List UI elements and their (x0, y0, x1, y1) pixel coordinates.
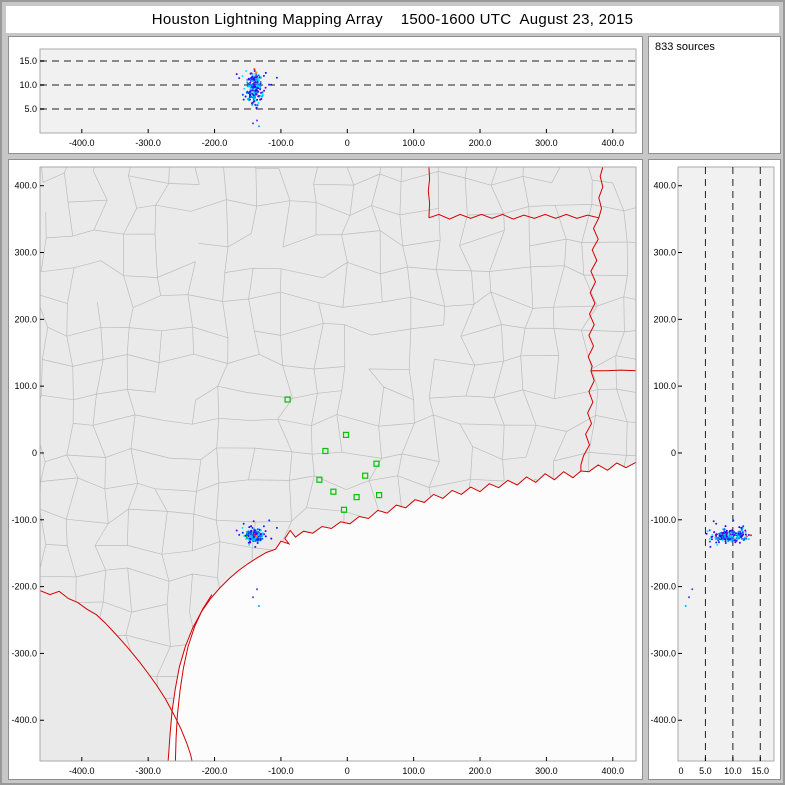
plan-view-map[interactable]: -400.0 -300.0 -200.0 -100.0 0 100.0 200.0 300.0… (9, 160, 642, 779)
lma-station (342, 431, 350, 438)
border-red-river-north (598, 167, 604, 218)
svg-text:-200.0: -200.0 (650, 582, 676, 592)
svg-text:400.0: 400.0 (14, 181, 37, 191)
ew-plot-area[interactable] (39, 48, 637, 134)
svg-text:300.0: 300.0 (14, 248, 37, 258)
source-count-label: 833 sources (655, 41, 715, 53)
source-count-panel: 833 sources (648, 36, 781, 154)
svg-text:5.0: 5.0 (699, 766, 712, 776)
svg-text:-400.0: -400.0 (69, 766, 95, 776)
map-axes: -400.0 -300.0 -200.0 -100.0 0 100.0 200.0 300.0… (11, 181, 624, 776)
gulf-of-mexico (168, 462, 636, 761)
svg-text:-100.0: -100.0 (268, 138, 294, 148)
altitude-north-south-panel[interactable]: 5.0 10.0 15.0 0 -400.0 -300.0 -200.0 -100.0 0 100… (648, 159, 781, 780)
plan-view-panel[interactable]: -400.0 -300.0 -200.0 -100.0 0 100.0 200.0 300.0… (8, 159, 643, 780)
svg-text:400.0: 400.0 (602, 766, 625, 776)
border-red-river-ok-tx (428, 213, 599, 220)
lightning-sources-ns (684, 519, 752, 607)
lma-station (322, 447, 329, 455)
title-bar: Houston Lightning Mapping Array 1500-160… (6, 6, 779, 33)
svg-text:100.0: 100.0 (402, 138, 425, 148)
ns-altitude-gridlines (704, 167, 761, 761)
svg-text:-300.0: -300.0 (11, 648, 37, 658)
svg-text:300.0: 300.0 (535, 138, 558, 148)
svg-text:400.0: 400.0 (653, 181, 676, 191)
border-rio-grande (40, 590, 193, 761)
svg-text:15.0: 15.0 (19, 56, 37, 66)
svg-text:-300.0: -300.0 (135, 766, 161, 776)
svg-text:-300.0: -300.0 (135, 138, 161, 148)
lightning-sources-ew (235, 68, 278, 128)
lightning-sources-plan (235, 519, 278, 607)
svg-text:100.0: 100.0 (402, 766, 425, 776)
svg-text:-200.0: -200.0 (202, 766, 228, 776)
svg-text:200.0: 200.0 (653, 314, 676, 324)
altitude-north-south-plot[interactable]: 5.0 10.0 15.0 0 -400.0 -300.0 -200.0 -100.0 0 100… (649, 160, 780, 779)
svg-text:0: 0 (671, 448, 676, 458)
lma-station (316, 476, 323, 483)
lma-station (353, 494, 360, 501)
page-title: Houston Lightning Mapping Array 1500-160… (151, 11, 634, 28)
ns-plot-area[interactable] (677, 166, 775, 762)
svg-text:-300.0: -300.0 (650, 648, 676, 658)
border-gulf-coastline (167, 461, 636, 761)
svg-text:15.0: 15.0 (752, 766, 770, 776)
svg-text:400.0: 400.0 (602, 138, 625, 148)
svg-text:0: 0 (345, 766, 350, 776)
altitude-gridlines (40, 60, 636, 110)
svg-text:100.0: 100.0 (653, 381, 676, 391)
border-barrier-island (174, 594, 213, 761)
ew-axis-ticks: -400.0 -300.0 -200.0 -100.0 0 100.0 200.0 300.0… (69, 129, 624, 148)
svg-text:-200.0: -200.0 (11, 582, 37, 592)
svg-text:-100.0: -100.0 (650, 515, 676, 525)
svg-text:100.0: 100.0 (14, 381, 37, 391)
border-oklahoma-texas-vertical (427, 167, 431, 218)
state-borders (40, 167, 636, 761)
svg-text:0: 0 (678, 766, 683, 776)
svg-text:0: 0 (345, 138, 350, 148)
mexico-area (40, 590, 192, 761)
svg-text:-200.0: -200.0 (202, 138, 228, 148)
lma-station (376, 492, 383, 499)
lma-station (362, 472, 369, 479)
ns-axis-ticks: -400.0 -300.0 -200.0 -100.0 0 100.0 200.0 300.0… (650, 181, 682, 725)
svg-text:-100.0: -100.0 (11, 515, 37, 525)
svg-text:10.0: 10.0 (19, 80, 37, 90)
svg-text:-100.0: -100.0 (268, 766, 294, 776)
svg-text:5.0: 5.0 (24, 104, 37, 114)
svg-text:200.0: 200.0 (469, 766, 492, 776)
border-arkansas-louisiana (590, 369, 636, 372)
svg-text:300.0: 300.0 (535, 766, 558, 776)
border-texas-louisiana-river (580, 217, 600, 471)
lma-station (330, 488, 337, 495)
svg-text:0: 0 (32, 448, 37, 458)
lma-station (340, 506, 348, 513)
altitude-east-west-panel[interactable]: 5.0 10.0 15.0 -400.0 -300.0 -200.0 -100.0 0 100.… (8, 36, 643, 154)
svg-text:300.0: 300.0 (653, 248, 676, 258)
svg-text:10.0: 10.0 (724, 766, 742, 776)
svg-text:-400.0: -400.0 (11, 715, 37, 725)
altitude-east-west-plot[interactable]: 5.0 10.0 15.0 -400.0 -300.0 -200.0 -100.0 0 100.… (9, 37, 642, 153)
svg-text:-400.0: -400.0 (650, 715, 676, 725)
svg-text:200.0: 200.0 (14, 314, 37, 324)
svg-text:200.0: 200.0 (469, 138, 492, 148)
lma-station (284, 396, 291, 403)
svg-text:-400.0: -400.0 (69, 138, 95, 148)
lma-station (373, 460, 380, 467)
